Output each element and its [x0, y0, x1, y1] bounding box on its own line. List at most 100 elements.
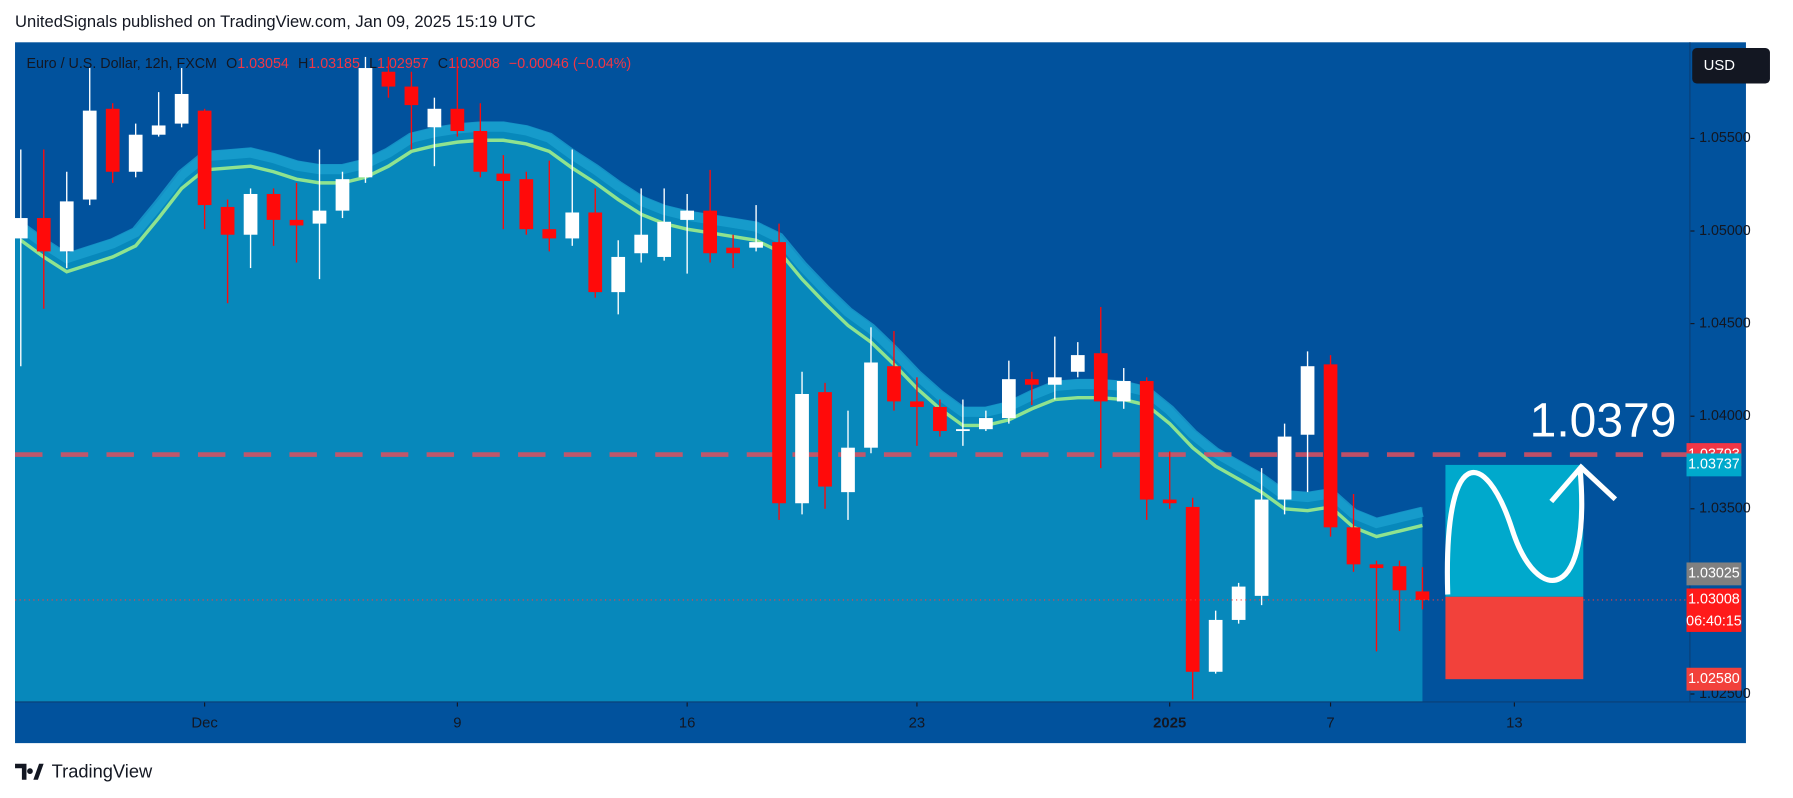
candle-body [1254, 499, 1269, 596]
candle-body [174, 93, 189, 124]
candle-body [358, 68, 373, 178]
candle-body [496, 173, 511, 182]
tv-logo: TradingView [15, 761, 153, 782]
x-tick-label: 9 [453, 716, 461, 732]
candle-body [1392, 566, 1407, 591]
y-tick-label: 1.05500 [1699, 130, 1751, 146]
candle-body [726, 247, 740, 254]
candle-body [105, 108, 120, 172]
candle-body [1139, 381, 1154, 500]
change: −0.00046 (−0.04%) [509, 56, 631, 72]
candle-body [220, 206, 235, 235]
candle-body [82, 110, 97, 200]
candle-body [772, 242, 786, 504]
candle-body [795, 393, 809, 504]
y-tick-label: 1.03500 [1699, 501, 1751, 517]
candle-body [243, 193, 258, 235]
candle-body [519, 179, 534, 230]
candle-body [1093, 353, 1108, 402]
candle-body [1277, 436, 1292, 500]
countdown: 06:40:15 [1686, 613, 1742, 629]
candle-body [1369, 564, 1384, 569]
target-label-box [1686, 453, 1742, 477]
ohlc-key: C [438, 56, 448, 72]
loss-zone [1445, 596, 1584, 680]
x-tick-label: 2025 [1153, 716, 1186, 732]
entry-label-box [1686, 562, 1742, 586]
y-tick-label: 1.05000 [1699, 223, 1751, 239]
candle-body [565, 212, 580, 239]
stop-label: 1.02580 [1688, 671, 1740, 687]
ohlc-key: O [226, 56, 237, 72]
x-tick-label: 7 [1326, 716, 1334, 732]
candle-body [450, 108, 465, 132]
candle-body [128, 134, 143, 172]
candle-body [312, 210, 327, 224]
target-label: 1.03737 [1688, 457, 1740, 473]
candle-body [818, 392, 832, 487]
candle-body [473, 131, 488, 172]
candle-body [1300, 366, 1315, 435]
candle-body [266, 193, 281, 220]
indicator-band [15, 121, 1423, 702]
candle-body [864, 362, 878, 448]
candle-body [1024, 379, 1039, 385]
candle-body [933, 406, 947, 432]
candle-body [335, 179, 350, 211]
candle-body [59, 201, 74, 252]
y-tick-label: 1.04000 [1699, 408, 1751, 424]
candle-body [611, 256, 626, 293]
candle-body [956, 429, 970, 432]
moving-average [19, 138, 1423, 539]
candle-body [1231, 586, 1246, 620]
symbol: Euro / U.S. Dollar, 12h, FXCM [26, 56, 216, 72]
ohlc-high: 1.03185 [308, 56, 360, 72]
candle-body [910, 401, 924, 407]
candle-body [289, 219, 304, 226]
wave-arrow [1444, 466, 1585, 595]
candle-body [542, 229, 557, 239]
candle-body [680, 210, 695, 220]
ohlc-low: 1.02957 [377, 56, 429, 72]
candle-body [887, 366, 901, 402]
candle-body [13, 218, 28, 239]
ohlc-open: 1.03054 [237, 56, 289, 72]
x-tick-label: 23 [909, 716, 926, 732]
candle-body [381, 71, 396, 87]
level-annotation: 1.0379 [1530, 394, 1677, 447]
candle-body [151, 125, 166, 135]
ohlc-key: H [298, 56, 308, 72]
candle-body [1162, 499, 1177, 504]
candle-body [36, 218, 51, 252]
symbol-header: Euro / U.S. Dollar, 12h, FXCM O1.03054 H1.… [26, 56, 631, 72]
indicator-band-edge [17, 121, 1424, 529]
candle-body [1323, 364, 1338, 528]
ohlc-close: 1.03008 [448, 56, 500, 72]
ohlc-key: L [369, 56, 377, 72]
candle-body [1185, 506, 1200, 672]
last-price-box [1686, 588, 1742, 632]
candle-body [979, 418, 993, 430]
candle-body [1415, 591, 1430, 600]
candle-body [657, 221, 672, 257]
candle-body [749, 242, 763, 248]
logo-text: TradingView [52, 761, 153, 782]
currency[interactable]: USD [1704, 58, 1736, 74]
candle-body [404, 86, 419, 106]
candle-body [703, 210, 717, 254]
credit: UnitedSignals published on TradingView.c… [15, 12, 536, 31]
candle-body [1208, 619, 1223, 672]
x-tick-label: 16 [679, 716, 696, 732]
candle-body [588, 212, 603, 293]
candle-body [427, 108, 442, 128]
entry-label: 1.03025 [1688, 566, 1740, 582]
candle-body [1346, 527, 1361, 565]
candle-body [841, 447, 855, 493]
candle-body [1047, 377, 1062, 385]
arrow-head [1549, 463, 1618, 504]
stop-label-box [1686, 667, 1742, 691]
currency-box [1692, 48, 1770, 84]
candle-body [1116, 381, 1131, 402]
